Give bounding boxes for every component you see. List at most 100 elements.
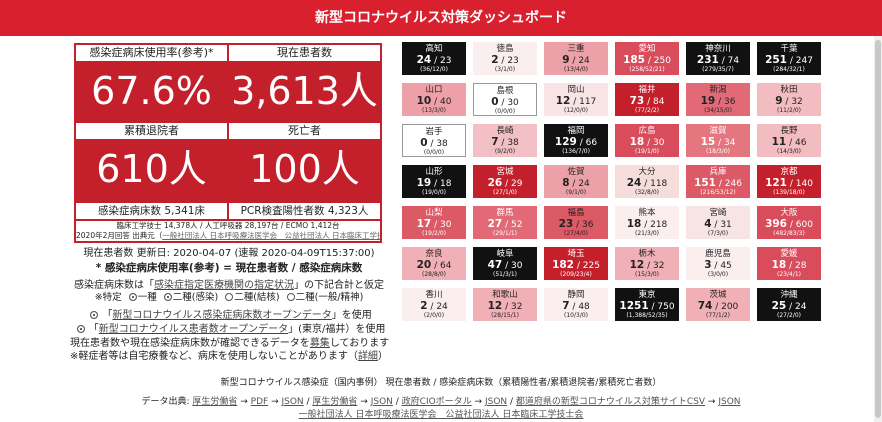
source-mhlw-link[interactable]: 厚生労働省	[192, 397, 238, 407]
prefecture-ratio: 4 / 31	[686, 218, 750, 231]
source-pdf-link[interactable]: PDF	[250, 397, 269, 407]
bed-count: 18	[439, 179, 452, 189]
radio-type2-infection[interactable]	[163, 293, 172, 301]
prefecture-tile[interactable]: 岐阜 47 / 30 (51/3/1)	[473, 247, 537, 280]
source-json-link-4[interactable]: JSON	[718, 397, 741, 407]
current-patients: 185	[623, 54, 645, 66]
prefecture-name: 宮崎	[709, 208, 727, 218]
prefecture-ratio: 7 / 38	[473, 136, 537, 149]
prefecture-cumulative: (482/83/3)	[773, 230, 805, 237]
prefecture-tile[interactable]: 京都 121 / 140 (139/18/0)	[757, 165, 821, 198]
ratio-separator: /	[502, 179, 511, 189]
prefecture-ratio: 8 / 24	[544, 177, 608, 190]
prefecture-tile[interactable]: 山口 10 / 40 (13/3/0)	[402, 83, 466, 116]
prefecture-tile[interactable]: 三重 9 / 24 (13/4/0)	[544, 42, 608, 75]
prefecture-tile[interactable]: 和歌山 12 / 32 (28/15/1)	[473, 288, 537, 321]
prefecture-cumulative: (27/1/0)	[493, 189, 517, 196]
ratio-separator: /	[502, 302, 511, 312]
prefecture-tile[interactable]: 静岡 7 / 48 (10/3/0)	[544, 288, 608, 321]
prefecture-tile[interactable]: 岩手 0 / 38 (0/0/0)	[402, 124, 466, 157]
prefecture-tile[interactable]: 神奈川 231 / 74 (279/35/7)	[686, 42, 750, 75]
ratio-separator: /	[502, 261, 511, 271]
prefecture-cumulative: (27/4/0)	[564, 230, 588, 237]
prefecture-tile[interactable]: 千葉 251 / 247 (284/32/1)	[757, 42, 821, 75]
bed-usage-rate-label: 感染症病床使用率(参考)*	[76, 45, 227, 61]
request-link[interactable]: 募集	[309, 338, 330, 349]
prefecture-tile[interactable]: 島根 0 / 30 (0/0/0)	[473, 83, 537, 116]
recovered-stat: 累積退院者 610人	[76, 123, 227, 203]
patients-opendata-link[interactable]: 新型コロナウイルス患者数オープンデータ	[98, 324, 289, 335]
prefecture-tile[interactable]: 大分 24 / 118 (32/8/0)	[615, 165, 679, 198]
prefecture-tile[interactable]: 兵庫 151 / 246 (216/53/12)	[686, 165, 750, 198]
radio-type2-general[interactable]	[286, 293, 295, 301]
source-prefecture-csv-link[interactable]: 都道府県の新型コロナウイルス対策サイトCSV	[515, 397, 706, 407]
beds-opendata-link[interactable]: 新型コロナウイルス感染症病床数オープンデータ	[112, 310, 332, 321]
prefecture-tile[interactable]: 熊本 18 / 218 (21/3/0)	[615, 206, 679, 239]
bed-count: 38	[436, 139, 448, 149]
prefecture-name: 岩手	[425, 127, 443, 137]
prefecture-name: 秋田	[780, 85, 798, 95]
prefecture-tile[interactable]: 高知 24 / 23 (36/12/0)	[402, 42, 466, 75]
current-patients: 0	[491, 96, 499, 108]
bed-type-radios: ※特定 一種 二種(感染) 二種(結核) 二種(一般/精神)	[70, 289, 388, 303]
prefecture-tile[interactable]: 山梨 17 / 30 (19/2/0)	[402, 206, 466, 239]
prefecture-cumulative: (3/0/0)	[707, 271, 729, 278]
prefecture-tile[interactable]: 徳島 2 / 23 (3/1/0)	[473, 42, 537, 75]
prefecture-tile[interactable]: 栃木 12 / 32 (15/3/0)	[615, 247, 679, 280]
prefecture-tile[interactable]: 大阪 396 / 600 (482/83/3)	[757, 206, 821, 239]
prefecture-name: 千葉	[780, 44, 798, 54]
ratio-separator: /	[431, 97, 440, 107]
checkbox-patients-data[interactable]	[76, 325, 85, 333]
current-patients: 15	[700, 136, 716, 148]
ratio-separator: /	[641, 179, 651, 189]
prefecture-tile[interactable]: 岡山 12 / 117 (12/0/0)	[544, 83, 608, 116]
prefecture-tile[interactable]: 鹿児島 3 / 45 (3/0/0)	[686, 247, 750, 280]
prefecture-tile[interactable]: 愛知 185 / 250 (258/52/21)	[615, 42, 679, 75]
designated-hospitals-link[interactable]: 感染症指定医療機関の指定状況	[154, 280, 294, 291]
prefecture-tile[interactable]: 広島 18 / 30 (19/1/0)	[615, 124, 679, 157]
ratio-separator: /	[715, 138, 724, 148]
vertical-scrollbar[interactable]	[874, 36, 882, 422]
prefecture-tile[interactable]: 奈良 20 / 64 (28/8/0)	[402, 247, 466, 280]
prefecture-tile[interactable]: 長野 11 / 46 (14/3/0)	[757, 124, 821, 157]
source-mhlw-link-2[interactable]: 厚生労働省	[312, 397, 358, 407]
prefecture-tile[interactable]: 佐賀 8 / 24 (9/1/0)	[544, 165, 608, 198]
prefecture-tile[interactable]: 群馬 27 / 52 (29/1/1)	[473, 206, 537, 239]
prefecture-tile[interactable]: 宮崎 4 / 31 (7/3/0)	[686, 206, 750, 239]
prefecture-name: 岡山	[567, 85, 585, 95]
ref2-suffix: 」(東京/福井）を使用	[288, 324, 386, 335]
prefecture-tile[interactable]: 埼玉 182 / 225 (209/23/4)	[544, 247, 608, 280]
prefecture-tile[interactable]: 東京 1251 / 750 (1,388/52/35)	[615, 288, 679, 321]
source-json-link-1[interactable]: JSON	[281, 397, 304, 407]
checkbox-beds-data[interactable]	[90, 311, 99, 319]
prefecture-tile[interactable]: 福井 73 / 84 (77/2/2)	[615, 83, 679, 116]
prefecture-cumulative: (0/0/0)	[423, 149, 445, 156]
source-json-link-3[interactable]: JSON	[484, 397, 508, 407]
current-patients: 251	[765, 54, 787, 66]
source-link[interactable]: 一般社団法人 日本呼吸療法医学会 公益社団法人 日本臨床工学技士会	[162, 231, 380, 240]
prefecture-ratio: 9 / 24	[544, 54, 608, 67]
bed-count: 30	[439, 220, 452, 230]
prefecture-tile[interactable]: 福島 23 / 36 (27/4/0)	[544, 206, 608, 239]
prefecture-tile[interactable]: 香川 2 / 24 (2/0/0)	[402, 288, 466, 321]
source-cio-portal-link[interactable]: 政府CIOポータル	[401, 397, 472, 407]
prefecture-ratio: 2 / 24	[402, 300, 466, 313]
prefecture-tile[interactable]: 秋田 9 / 32 (11/2/0)	[757, 83, 821, 116]
prefecture-tile[interactable]: 新潟 19 / 36 (34/15/0)	[686, 83, 750, 116]
source-orgs-link[interactable]: 一般社団法人 日本呼吸療法医学会 公益社団法人 日本臨床工学技士会	[298, 410, 584, 420]
bed-count: 46	[794, 138, 807, 148]
prefecture-tile[interactable]: 沖縄 25 / 24 (27/2/0)	[757, 288, 821, 321]
radio-type2-tb[interactable]	[225, 293, 234, 301]
scrollbar-thumb[interactable]	[875, 40, 881, 418]
prefecture-tile[interactable]: 愛媛 18 / 28 (23/4/1)	[757, 247, 821, 280]
prefecture-tile[interactable]: 宮城 26 / 29 (27/1/0)	[473, 165, 537, 198]
prefecture-ratio: 3 / 45	[686, 259, 750, 272]
prefecture-tile[interactable]: 茨城 74 / 200 (77/1/2)	[686, 288, 750, 321]
prefecture-tile[interactable]: 滋賀 15 / 34 (18/3/0)	[686, 124, 750, 157]
details-link[interactable]: 詳細	[357, 351, 378, 362]
prefecture-tile[interactable]: 長崎 7 / 38 (9/2/0)	[473, 124, 537, 157]
source-json-link-2[interactable]: JSON	[370, 397, 393, 407]
prefecture-tile[interactable]: 山形 19 / 18 (19/0/0)	[402, 165, 466, 198]
prefecture-tile[interactable]: 福岡 129 / 66 (136/7/0)	[544, 124, 608, 157]
radio-type1[interactable]	[128, 293, 137, 301]
